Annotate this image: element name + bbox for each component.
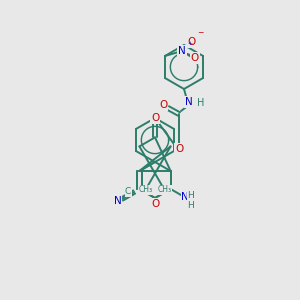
Text: H: H [187, 201, 194, 210]
Text: O: O [175, 144, 183, 154]
Text: N: N [185, 97, 193, 107]
Text: C: C [125, 188, 131, 196]
Text: H: H [197, 98, 204, 108]
Text: N: N [114, 196, 122, 206]
Text: H: H [187, 191, 194, 200]
Text: CH₃: CH₃ [158, 185, 172, 194]
Text: O: O [151, 199, 159, 209]
Text: N: N [178, 46, 186, 56]
Text: O: O [159, 100, 167, 110]
Text: −: − [197, 28, 203, 37]
Text: +: + [187, 41, 192, 46]
Text: O: O [151, 113, 159, 123]
Text: O: O [191, 53, 199, 63]
Text: N: N [182, 193, 189, 202]
Text: CH₃: CH₃ [138, 185, 153, 194]
Text: O: O [188, 37, 196, 47]
